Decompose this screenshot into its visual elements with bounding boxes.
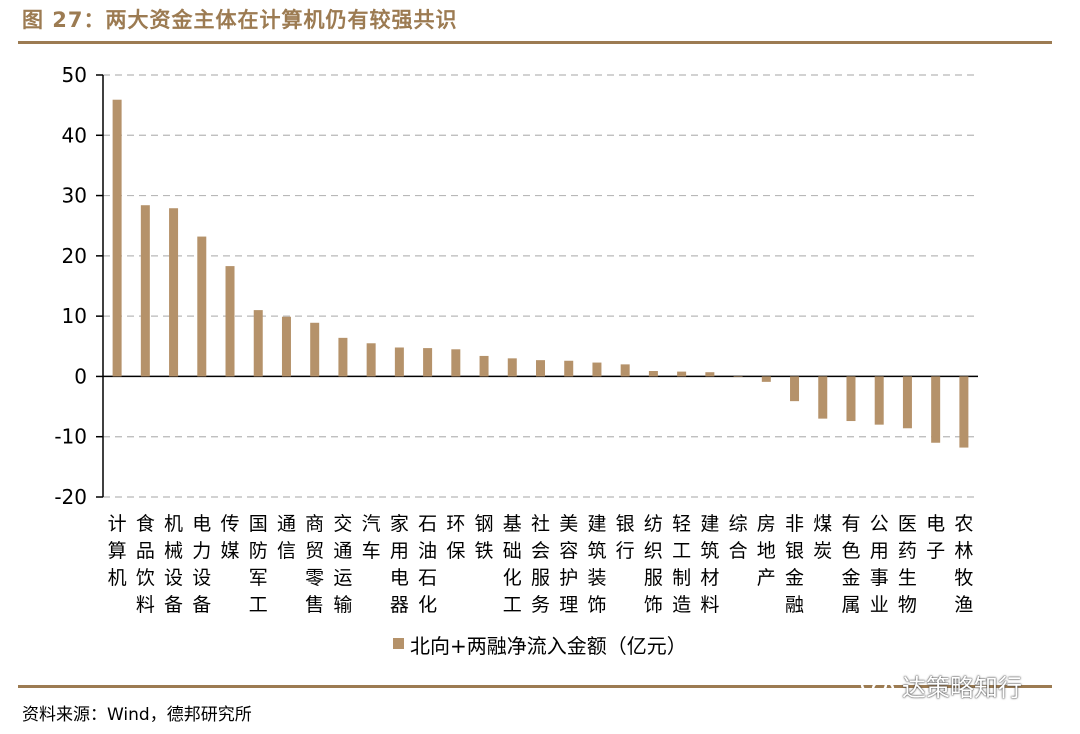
y-tick-label: 50 [62, 63, 87, 87]
bar [338, 337, 348, 377]
source-note: 资料来源：Wind，德邦研究所 [22, 705, 252, 725]
category-label: 钢铁 [475, 513, 494, 562]
category-labels: 计算机食品饮料机械设备电力设备传媒国防军工通信商贸零售交通运输汽车家用电器石油石… [108, 513, 974, 616]
legend: 北向+两融净流入金额（亿元） [393, 634, 687, 658]
category-label: 机械设备 [164, 513, 183, 616]
category-label: 计算机 [108, 513, 127, 589]
y-tick-label: -20 [54, 485, 87, 509]
bar [874, 376, 884, 425]
gridlines [103, 74, 978, 498]
category-label: 传媒 [221, 513, 240, 562]
bar [253, 310, 263, 377]
y-tick-label: 10 [62, 304, 87, 328]
category-label: 电子 [926, 513, 945, 562]
bar [705, 372, 715, 377]
category-label: 非银金融 [785, 513, 804, 616]
bar [536, 360, 545, 377]
category-label: 纺织服饰 [644, 513, 663, 616]
y-tick-labels: 50 40 30 20 10 0 -10 -20 [54, 63, 87, 509]
category-label: 汽车 [362, 513, 381, 562]
footer-divider [18, 685, 1052, 688]
category-label: 医药生物 [898, 513, 917, 616]
bar-chart: 50 40 30 20 10 0 -10 -20 计算机食品饮料机械设备电力设备传媒国防军工通… [54, 63, 978, 658]
category-label: 美容护理 [559, 513, 578, 616]
bar [310, 322, 320, 377]
category-label: 商贸零售 [305, 513, 324, 616]
y-tick-label: 40 [62, 123, 87, 147]
bar [112, 99, 122, 377]
category-label: 国防军工 [249, 513, 268, 616]
category-label: 通信 [277, 513, 296, 562]
category-label: 食品饮料 [136, 513, 155, 616]
figure-title: 图 27：两大资金主体在计算机仍有较强共识 [22, 8, 458, 32]
category-label: 电力设备 [192, 513, 211, 616]
category-label: 建筑装饰 [587, 513, 606, 616]
bar [169, 208, 179, 377]
bar [818, 376, 828, 419]
category-label: 公用事业 [870, 513, 889, 616]
bar [677, 371, 687, 377]
category-label: 有色金属 [841, 513, 860, 616]
bar [733, 376, 743, 378]
category-label: 基础化工 [503, 513, 522, 616]
bar [902, 376, 912, 429]
y-tick-label: 30 [62, 184, 87, 208]
category-label: 综合 [729, 513, 748, 562]
bar [592, 362, 602, 377]
y-tick-label: 0 [74, 364, 87, 388]
legend-swatch [393, 638, 404, 649]
category-label: 交通运输 [333, 513, 352, 616]
bar [620, 364, 630, 377]
bar [479, 355, 489, 377]
bar [790, 376, 800, 402]
bar [197, 236, 207, 377]
y-tick-label: 20 [62, 244, 87, 268]
wechat-icon [860, 672, 895, 698]
y-tick-label: -10 [54, 425, 87, 449]
bar [846, 376, 856, 422]
category-label: 房地产 [757, 513, 776, 589]
bars [112, 99, 969, 448]
category-label: 建筑材料 [700, 513, 719, 616]
bar [564, 360, 574, 377]
bar [507, 358, 517, 377]
category-label: 煤炭 [813, 513, 832, 562]
category-label: 环保 [446, 513, 465, 562]
bar [366, 343, 376, 377]
category-label: 农林牧渔 [954, 513, 973, 616]
legend-label: 北向+两融净流入金额（亿元） [410, 634, 687, 658]
category-label: 银行 [616, 513, 635, 562]
title-divider [18, 41, 1052, 44]
bar [225, 266, 235, 377]
bar [394, 347, 404, 377]
bar [423, 348, 433, 377]
watermark-text: 达策略知行 [902, 674, 1022, 702]
bar [959, 376, 969, 448]
bar [648, 371, 658, 377]
bar [281, 316, 291, 377]
watermark: 达策略知行 [860, 668, 1022, 703]
bar [451, 349, 461, 377]
bar [140, 205, 150, 377]
bar [761, 376, 771, 382]
category-label: 石油石化 [418, 513, 437, 616]
category-label: 社会服务 [531, 513, 550, 616]
category-label: 轻工制造 [672, 513, 691, 616]
category-label: 家用电器 [390, 513, 409, 616]
bar [931, 376, 941, 443]
